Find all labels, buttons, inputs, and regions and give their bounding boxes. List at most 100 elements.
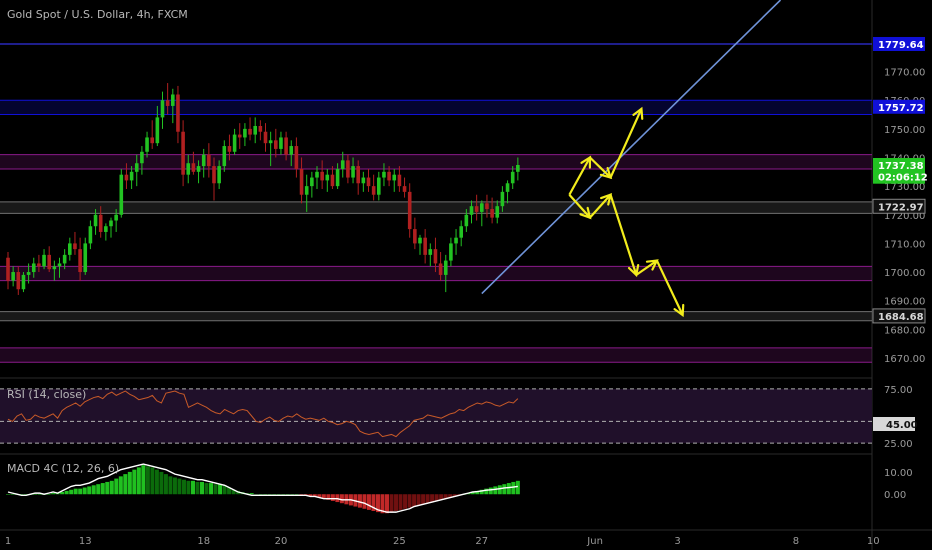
macd-histogram-bar [91, 485, 96, 495]
candle-body [397, 174, 402, 187]
macd-tick-label: 0.00 [884, 490, 906, 501]
macd-histogram-bar [60, 492, 65, 495]
support-resistance-zones [0, 43, 872, 363]
candle-body [119, 174, 124, 215]
macd-histogram-bar [281, 494, 286, 495]
zone-band-4 [0, 266, 872, 281]
candle-body [320, 171, 324, 181]
candle-body [340, 160, 345, 169]
macd-histogram-bar [254, 494, 259, 495]
macd-histogram-bar [51, 493, 56, 495]
macd-histogram-bar [434, 494, 439, 501]
candle-body [114, 214, 118, 221]
macd-histogram-bar [290, 494, 295, 495]
macd-histogram-bar [443, 494, 448, 499]
candle-body [68, 243, 72, 255]
candle-body [134, 163, 139, 172]
candle-body [160, 100, 165, 118]
drawing-overlay [481, 0, 782, 318]
projection-arrow-up-arrowhead [580, 155, 592, 169]
macd-histogram-bar [317, 494, 322, 498]
macd-histogram-bar [308, 494, 313, 497]
macd-histogram-bar [506, 483, 511, 495]
candle-body [52, 266, 57, 270]
candle-body [402, 186, 407, 192]
projection-arrow-down-arrowhead [627, 263, 640, 278]
candle-body [480, 203, 484, 212]
macd-histogram-bar [69, 489, 74, 495]
macd-histogram-bar [209, 483, 214, 495]
rsi-label: RSI (14, close) [7, 388, 86, 401]
rsi-levels [0, 388, 872, 444]
macd-histogram-bar [231, 489, 236, 495]
time-tick-label: Jun [586, 536, 603, 547]
price-tag-bg [872, 308, 926, 324]
candle-body [11, 272, 15, 281]
candle-body [21, 274, 26, 290]
candle-body [217, 166, 221, 184]
macd-histogram-bar [114, 478, 119, 495]
time-tick-label: 3 [674, 536, 680, 547]
candle-body [93, 214, 98, 227]
macd-histogram-bar [37, 494, 42, 495]
macd-histogram-bar [204, 483, 209, 495]
macd-histogram-bar [366, 494, 371, 510]
trendline [481, 0, 782, 295]
price-tag-bg [873, 36, 925, 51]
candle-body [253, 126, 257, 135]
zone-band-3 [0, 201, 872, 214]
macd-histogram-bar [398, 494, 403, 510]
price-tag-bg [873, 99, 925, 114]
candle-body [315, 171, 319, 178]
chart-title: Gold Spot / U.S. Dollar, 4h, FXCM [7, 8, 188, 21]
candle-body [88, 226, 93, 244]
candle-body [263, 131, 268, 144]
candle-body [212, 166, 216, 184]
candle-body [304, 186, 309, 195]
macd-histogram [6, 465, 520, 514]
price-tick-label: 1690.00 [884, 297, 925, 308]
macd-histogram-bar [412, 494, 417, 507]
macd-histogram-bar [82, 487, 87, 495]
macd-histogram-bar [73, 488, 78, 495]
macd-histogram-bar [497, 485, 502, 495]
candle-body [516, 165, 520, 172]
candle-body [392, 174, 397, 181]
projection-arrow-up [568, 108, 643, 196]
candle-body [407, 191, 412, 230]
price-tick-label: 1730.00 [884, 182, 925, 193]
candle-body [155, 117, 160, 144]
macd-histogram-bar [127, 471, 132, 495]
price-tick-label: 1750.00 [884, 125, 925, 136]
price-tag-bg [872, 198, 926, 214]
macd-histogram-bar [470, 492, 475, 495]
macd-histogram-bar [222, 485, 227, 495]
macd-label: MACD 4C (12, 26, 6) [7, 462, 119, 475]
macd-histogram-bar [357, 494, 362, 508]
candle-body [485, 203, 489, 210]
time-tick-label: 20 [275, 536, 288, 547]
candle-body [232, 134, 237, 152]
candle-body [227, 146, 232, 152]
macd-histogram-bar [403, 494, 408, 509]
candle-body [145, 137, 149, 152]
candle-body [37, 263, 41, 267]
price-tick-label: 1670.00 [884, 354, 925, 365]
rsi-tick-label: 25.00 [884, 439, 913, 450]
macd-histogram-bar [87, 486, 92, 495]
macd-histogram-bar [64, 490, 69, 495]
candle-body [505, 183, 510, 192]
macd-line [7, 463, 518, 513]
candle-body [150, 137, 154, 144]
macd-histogram-bar [186, 480, 191, 495]
candle-body [140, 151, 144, 164]
candle-body [16, 272, 21, 290]
macd-histogram-bar [141, 465, 146, 495]
rsi-axis-ticks: 75.00 25.00 [884, 385, 913, 450]
macd-axis-ticks: 10.00 0.00 [884, 468, 913, 501]
candle-body [423, 237, 427, 255]
macd-histogram-bar [448, 494, 453, 498]
